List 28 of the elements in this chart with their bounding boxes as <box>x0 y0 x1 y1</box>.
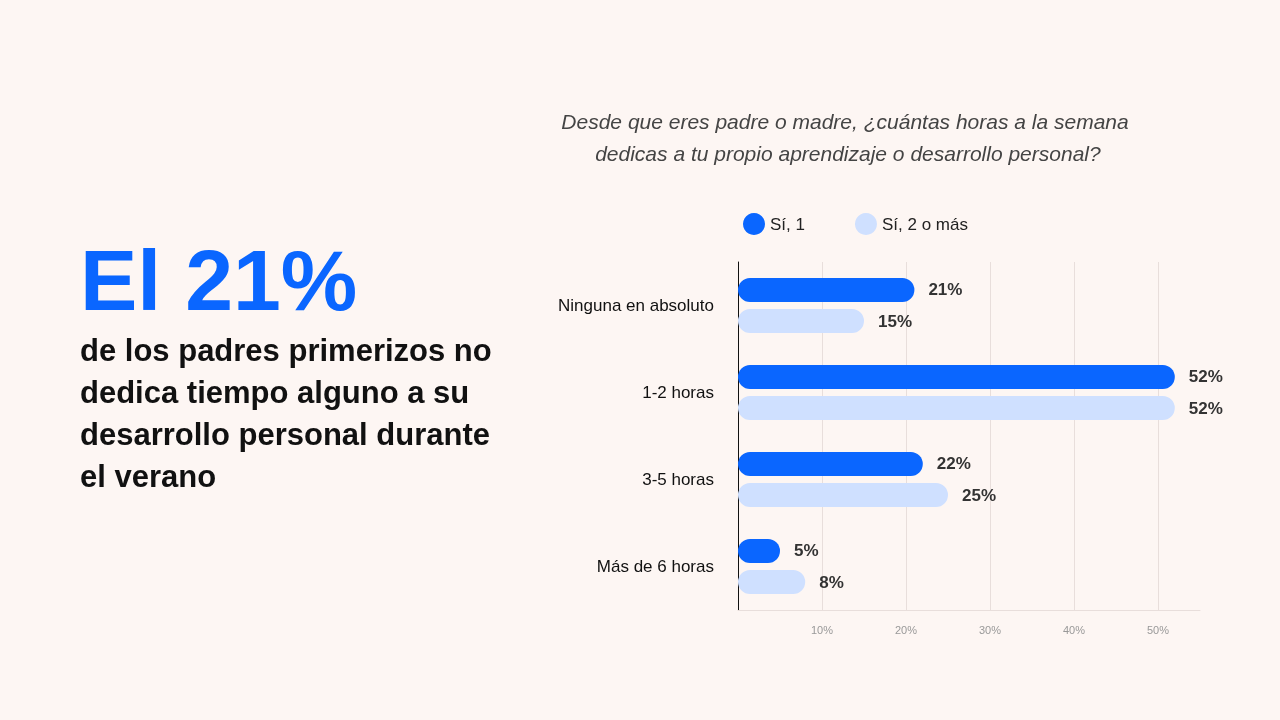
data-label: 25% <box>962 485 997 505</box>
data-label: 5% <box>794 541 819 561</box>
y-tick-label: 3-5 horas <box>642 470 714 489</box>
y-tick-label: 1-2 horas <box>642 383 714 402</box>
bar <box>738 277 915 302</box>
data-label: 15% <box>878 311 913 331</box>
legend-label: Sí, 1 <box>770 214 805 234</box>
text: de los padres primerizos no dedica tiempo alguno a su desarrollo personal durante el verano <box>80 332 493 496</box>
x-tick-label: 30% <box>978 623 1002 636</box>
bar <box>738 483 948 508</box>
data-label: 22% <box>936 454 971 474</box>
y-tick-label: Ninguna en absoluto <box>558 296 714 315</box>
data-label: 52% <box>1188 367 1223 387</box>
text: El 21% <box>80 231 359 330</box>
x-tick-label: 20% <box>894 623 918 636</box>
chart-title: Desde que eres padre o madre, ¿cuántas horas a la semana dedicas a tu propio aprendizaje o desarrollo personal? <box>561 109 1129 165</box>
bar <box>738 309 864 334</box>
data-label: 52% <box>1188 398 1223 418</box>
bar <box>738 451 923 476</box>
x-tick-label: 10% <box>810 623 834 636</box>
bar <box>738 396 1175 421</box>
x-tick-label: 40% <box>1062 623 1086 636</box>
legend-label: Sí, 2 o más <box>881 214 968 234</box>
data-label: 21% <box>928 280 963 300</box>
y-tick-label: Más de 6 horas <box>596 557 714 576</box>
data-label: 8% <box>819 572 844 592</box>
x-tick-label: 50% <box>1146 623 1170 636</box>
bar <box>738 364 1175 389</box>
